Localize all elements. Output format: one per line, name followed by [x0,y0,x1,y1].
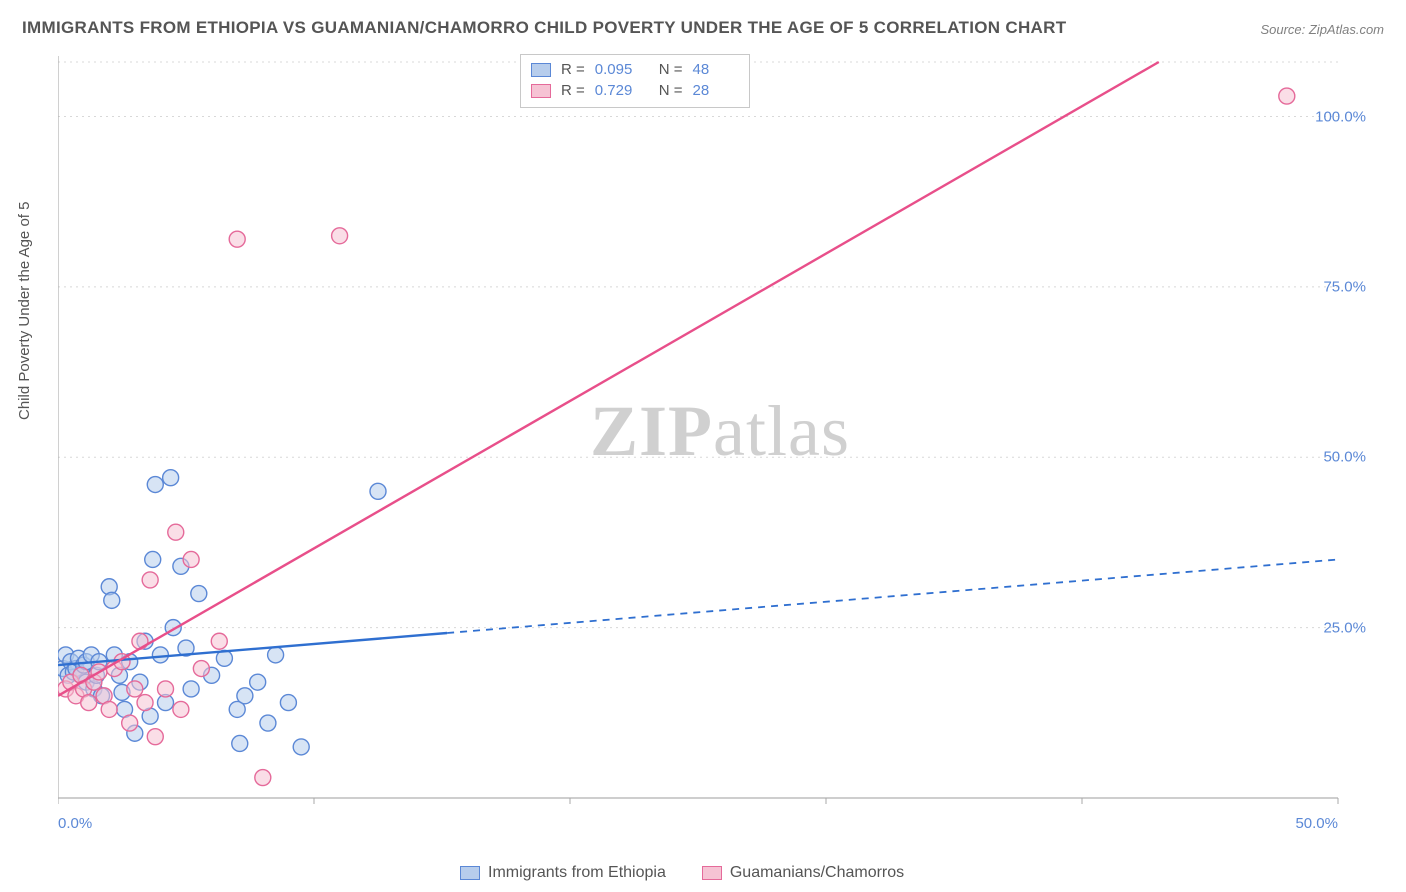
watermark: ZIPatlas [590,390,850,473]
legend-N-value: 28 [693,82,739,99]
y-tick-label: 75.0% [1323,278,1366,295]
legend-N-value: 48 [693,61,739,78]
watermark-zip: ZIP [590,391,713,471]
legend-R-label: R = [561,61,585,78]
y-tick-label: 25.0% [1323,619,1366,636]
y-tick-label: 100.0% [1315,108,1366,125]
source-attribution: Source: ZipAtlas.com [1260,22,1384,37]
legend-swatch [531,63,551,77]
legend-swatch [531,84,551,98]
y-tick-label: 50.0% [1323,449,1366,466]
legend-stats-box: R = 0.095 N = 48 R = 0.729 N = 28 [520,54,750,108]
chart-title: IMMIGRANTS FROM ETHIOPIA VS GUAMANIAN/CH… [22,18,1066,38]
legend-series-label: Guamanians/Chamorros [730,864,904,882]
legend-swatch [460,866,480,880]
legend-R-value: 0.095 [595,61,641,78]
legend-series: Immigrants from Ethiopia Guamanians/Chamo… [460,864,904,882]
y-axis-label: Child Poverty Under the Age of 5 [16,202,33,420]
x-tick-label: 0.0% [58,815,92,832]
legend-R-label: R = [561,82,585,99]
legend-stat-row: R = 0.729 N = 28 [531,80,739,101]
legend-stat-row: R = 0.095 N = 48 [531,59,739,80]
watermark-atlas: atlas [713,391,850,471]
legend-swatch [702,866,722,880]
legend-N-label: N = [659,82,683,99]
legend-series-item: Guamanians/Chamorros [702,864,904,882]
x-tick-label: 50.0% [1295,815,1338,832]
legend-N-label: N = [659,61,683,78]
legend-series-item: Immigrants from Ethiopia [460,864,666,882]
legend-R-value: 0.729 [595,82,641,99]
legend-series-label: Immigrants from Ethiopia [488,864,666,882]
